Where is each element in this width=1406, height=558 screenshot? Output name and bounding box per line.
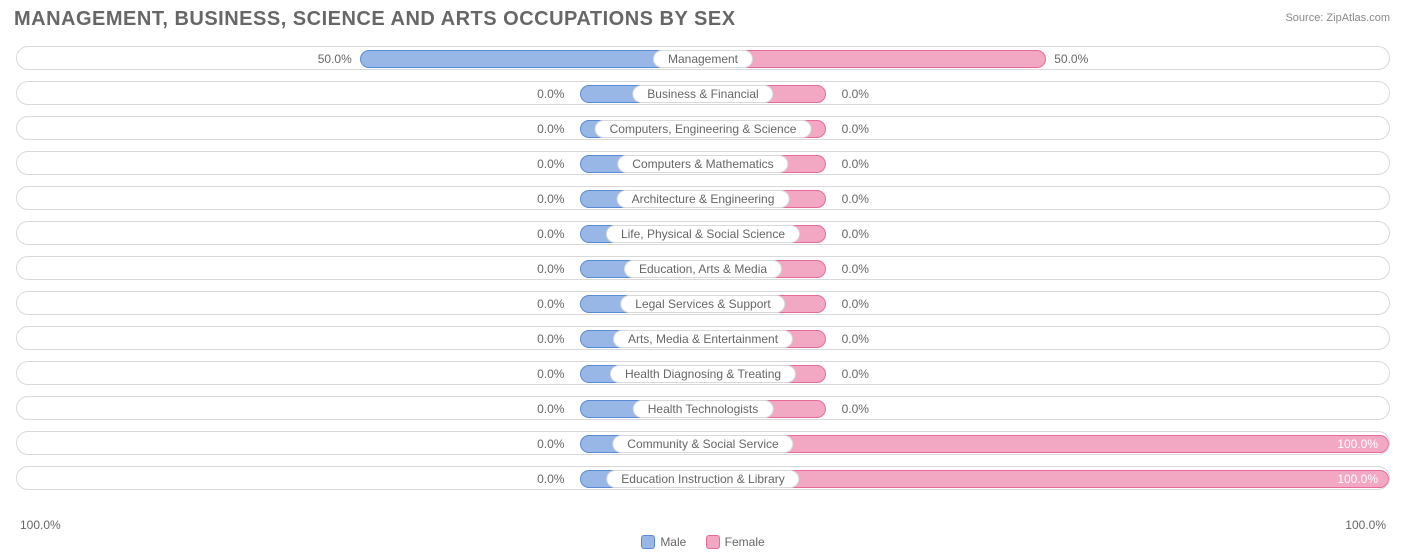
row-track: Legal Services & Support 0.0% 0.0% [16,291,1390,315]
axis-right-label: 100.0% [1345,518,1386,532]
x-axis: 100.0% 100.0% [16,518,1390,532]
chart-row: Legal Services & Support 0.0% 0.0% [16,289,1390,317]
male-value: 0.0% [537,157,564,171]
male-value: 0.0% [537,437,564,451]
chart-row: Management 50.0% 50.0% [16,44,1390,72]
row-label: Management [653,50,753,68]
chart-row: Computers & Mathematics 0.0% 0.0% [16,149,1390,177]
row-label: Health Diagnosing & Treating [610,365,796,383]
female-bar [703,470,1389,488]
male-value: 0.0% [537,297,564,311]
female-value: 0.0% [842,87,869,101]
legend: Male Female [0,535,1406,552]
chart-row: Health Diagnosing & Treating 0.0% 0.0% [16,359,1390,387]
chart-title: MANAGEMENT, BUSINESS, SCIENCE AND ARTS O… [0,0,1406,31]
row-label: Education, Arts & Media [624,260,782,278]
chart-row: Education, Arts & Media 0.0% 0.0% [16,254,1390,282]
row-label: Health Technologists [633,400,774,418]
male-value: 0.0% [537,332,564,346]
row-track: Education Instruction & Library 0.0% 100.0… [16,466,1390,490]
male-value: 50.0% [318,52,352,66]
chart-area: Management 50.0% 50.0% Business & Financial… [16,44,1390,516]
female-value: 0.0% [842,192,869,206]
male-value: 0.0% [537,402,564,416]
legend-male: Male [641,535,686,549]
row-label: Education Instruction & Library [606,470,799,488]
female-value: 50.0% [1054,52,1088,66]
female-value: 0.0% [842,297,869,311]
row-track: Computers, Engineering & Science 0.0% 0.0% [16,116,1390,140]
female-value: 100.0% [1337,472,1378,486]
female-value: 0.0% [842,332,869,346]
row-label: Arts, Media & Entertainment [613,330,793,348]
male-bar [360,50,703,68]
row-label: Life, Physical & Social Science [606,225,800,243]
chart-row: Community & Social Service 0.0% 100.0% [16,429,1390,457]
row-track: Health Diagnosing & Treating 0.0% 0.0% [16,361,1390,385]
row-label: Community & Social Service [612,435,793,453]
legend-female-label: Female [725,535,765,549]
chart-row: Education Instruction & Library 0.0% 100.0… [16,464,1390,492]
row-track: Education, Arts & Media 0.0% 0.0% [16,256,1390,280]
row-label: Computers & Mathematics [617,155,788,173]
row-track: Business & Financial 0.0% 0.0% [16,81,1390,105]
row-track: Computers & Mathematics 0.0% 0.0% [16,151,1390,175]
female-value: 0.0% [842,402,869,416]
male-value: 0.0% [537,87,564,101]
male-value: 0.0% [537,262,564,276]
female-value: 100.0% [1337,437,1378,451]
chart-row: Architecture & Engineering 0.0% 0.0% [16,184,1390,212]
male-value: 0.0% [537,367,564,381]
row-track: Community & Social Service 0.0% 100.0% [16,431,1390,455]
row-label: Computers, Engineering & Science [595,120,812,138]
row-label: Legal Services & Support [620,295,785,313]
chart-row: Computers, Engineering & Science 0.0% 0.0% [16,114,1390,142]
row-track: Health Technologists 0.0% 0.0% [16,396,1390,420]
chart-row: Health Technologists 0.0% 0.0% [16,394,1390,422]
female-value: 0.0% [842,262,869,276]
swatch-female [706,535,720,549]
male-value: 0.0% [537,192,564,206]
male-value: 0.0% [537,122,564,136]
source-attribution: Source: ZipAtlas.com [1285,12,1390,24]
female-value: 0.0% [842,157,869,171]
chart-row: Arts, Media & Entertainment 0.0% 0.0% [16,324,1390,352]
male-value: 0.0% [537,472,564,486]
female-value: 0.0% [842,122,869,136]
male-value: 0.0% [537,227,564,241]
row-label: Business & Financial [632,85,773,103]
female-value: 0.0% [842,227,869,241]
row-track: Arts, Media & Entertainment 0.0% 0.0% [16,326,1390,350]
female-bar [703,50,1046,68]
row-track: Management 50.0% 50.0% [16,46,1390,70]
row-label: Architecture & Engineering [617,190,790,208]
axis-left-label: 100.0% [20,518,61,532]
row-track: Life, Physical & Social Science 0.0% 0.0% [16,221,1390,245]
swatch-male [641,535,655,549]
chart-row: Business & Financial 0.0% 0.0% [16,79,1390,107]
row-track: Architecture & Engineering 0.0% 0.0% [16,186,1390,210]
legend-female: Female [706,535,765,549]
female-bar [703,435,1389,453]
legend-male-label: Male [660,535,686,549]
chart-row: Life, Physical & Social Science 0.0% 0.0% [16,219,1390,247]
female-value: 0.0% [842,367,869,381]
